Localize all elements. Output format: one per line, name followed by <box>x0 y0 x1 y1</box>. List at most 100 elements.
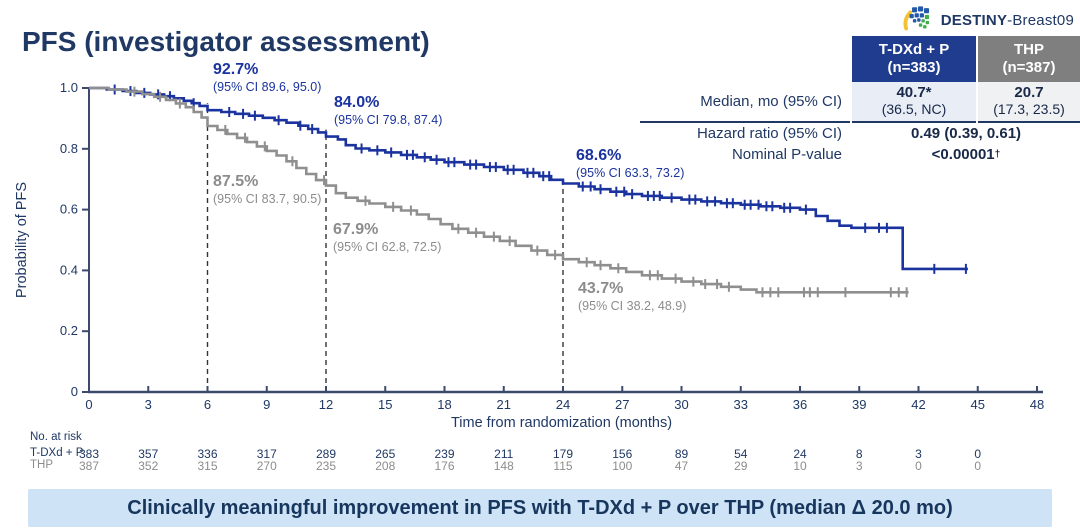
x-tick-label: 15 <box>378 397 392 412</box>
at-risk-value: 100 <box>612 459 633 473</box>
km-curve-thp <box>89 86 909 294</box>
x-tick-label: 18 <box>437 397 451 412</box>
at-risk-value: 211 <box>494 447 514 461</box>
annotation-tdxd-12mo: 84.0% (95% CI 79.8, 87.4) <box>334 93 442 129</box>
col-header-name: THP <box>1014 41 1044 58</box>
y-tick-label: 1.0 <box>60 80 78 95</box>
study-name-suffix: -Breast09 <box>1007 11 1074 29</box>
x-tick-label: 33 <box>734 397 748 412</box>
at-risk-row-tdxd: T-DXd + P 383 357 336 317 289 265 239 211 179 156… <box>0 447 1080 461</box>
at-risk-value: 89 <box>674 447 689 461</box>
y-axis-label: Probability of PFS <box>14 181 30 299</box>
destiny-logo-icon <box>903 6 929 31</box>
annotation-thp-12mo: 67.9% (95% CI 62.8, 72.5) <box>333 220 441 256</box>
x-tick-label: 6 <box>204 397 211 412</box>
at-risk-value: 10 <box>793 459 807 473</box>
x-tick-label: 45 <box>971 397 985 412</box>
median-value-tdxd: 40.7* (36.5, NC) <box>852 82 976 124</box>
x-tick-label: 9 <box>263 397 270 412</box>
at-risk-row-label: THP <box>30 459 53 471</box>
p-value: <0.00001 † <box>852 144 1080 165</box>
p-value-footnote-mark: † <box>994 149 1001 161</box>
at-risk-value: 29 <box>734 459 748 473</box>
at-risk-value: 115 <box>553 459 573 473</box>
x-tick-label: 21 <box>497 397 511 412</box>
hazard-ratio: 0.49 (0.39, 0.61) <box>910 125 1022 143</box>
study-logo: DESTINY-Breast09 <box>901 6 1074 34</box>
at-risk-value: 0 <box>974 447 982 461</box>
annotation-value: 84.0% <box>334 94 380 111</box>
at-risk-value: 3 <box>915 447 922 461</box>
y-tick-label: 0.4 <box>60 262 78 277</box>
at-risk-value: 352 <box>138 459 159 473</box>
median-ci-tdxd: (36.5, NC) <box>881 101 947 117</box>
page-title: PFS (investigator assessment) <box>22 26 430 57</box>
row-label-median: Median, mo (95% CI) <box>640 82 850 124</box>
annotation-value: 67.9% <box>333 221 379 238</box>
annotation-ci: (95% CI 38.2, 48.9) <box>578 299 687 313</box>
x-tick-label: 42 <box>911 397 925 412</box>
y-tick-label: 0.6 <box>60 202 78 217</box>
annotation-ci: (95% CI 63.3, 73.2) <box>576 166 685 180</box>
median-value-thp: 20.7 (17.3, 23.5) <box>978 82 1080 124</box>
at-risk-value: 0 <box>915 459 922 473</box>
col-header-n: (n=383) <box>887 59 941 76</box>
results-col-header-tdxd: T-DXd + P (n=383) <box>852 36 976 82</box>
annotation-tdxd-6mo: 92.7% (95% CI 89.6, 95.0) <box>213 60 321 96</box>
conclusion-banner: Clinically meaningful improvement in PFS… <box>28 489 1052 527</box>
at-risk-value: 179 <box>552 447 574 461</box>
annotation-ci: (95% CI 62.8, 72.5) <box>333 240 442 254</box>
at-risk-value: 357 <box>138 447 159 461</box>
at-risk-value: 148 <box>493 459 514 473</box>
results-header-spacer <box>640 36 850 82</box>
annotation-ci: (95% CI 83.7, 90.5) <box>213 192 322 206</box>
at-risk-value: 0 <box>974 459 982 473</box>
row-label-hazard-ratio: Hazard ratio (95% CI) <box>696 125 842 143</box>
annotation-value: 43.7% <box>578 280 624 297</box>
annotation-ci: (95% CI 89.6, 95.0) <box>213 80 322 94</box>
y-tick-label: 0 <box>71 384 78 399</box>
at-risk-value: 315 <box>197 459 218 473</box>
at-risk-title: No. at risk <box>30 431 82 443</box>
results-col-header-thp: THP (n=387) <box>978 36 1080 82</box>
at-risk-value: 387 <box>78 459 100 473</box>
at-risk-value: 336 <box>197 447 218 461</box>
y-tick-label: 0.2 <box>60 323 78 338</box>
study-name-bold: DESTINY <box>940 11 1008 29</box>
annotation-thp-6mo: 87.5% (95% CI 83.7, 90.5) <box>213 172 321 208</box>
x-tick-label: 0 <box>85 397 92 412</box>
x-tick-label: 24 <box>556 397 570 412</box>
x-tick-label: 3 <box>145 397 152 412</box>
at-risk-value: 54 <box>734 447 748 461</box>
p-value-text: <0.00001 <box>931 146 995 164</box>
annotation-ci: (95% CI 79.8, 87.4) <box>334 113 443 127</box>
at-risk-value: 24 <box>793 447 807 461</box>
annotation-tdxd-24mo: 68.6% (95% CI 63.3, 73.2) <box>576 146 684 182</box>
at-risk-value: 235 <box>315 459 337 473</box>
hazard-ratio-value: 0.49 (0.39, 0.61) <box>852 123 1080 144</box>
at-risk-row-label: T-DXd + P <box>30 447 84 459</box>
at-risk-value: 176 <box>434 459 455 473</box>
at-risk-value: 383 <box>78 447 100 461</box>
at-risk-value: 47 <box>674 459 689 473</box>
median-thp: 20.7 <box>1014 84 1044 101</box>
x-tick-label: 36 <box>793 397 807 412</box>
at-risk-value: 8 <box>855 447 863 461</box>
median-ci-thp: (17.3, 23.5) <box>993 101 1065 117</box>
at-risk-value: 208 <box>375 459 396 473</box>
at-risk-value: 3 <box>855 459 863 473</box>
row-label-p-value: Nominal P-value <box>731 146 842 164</box>
annotation-value: 68.6% <box>576 147 622 164</box>
annotation-value: 92.7% <box>213 61 259 78</box>
at-risk-value: 317 <box>256 447 277 461</box>
at-risk-value: 156 <box>612 447 633 461</box>
at-risk-row-thp: THP 387 352 315 270 235 208 176 148 115 100 47 29 10… <box>0 459 1080 473</box>
median-tdxd: 40.7* <box>896 84 932 101</box>
x-tick-label: 39 <box>852 397 866 412</box>
x-tick-label: 48 <box>1030 397 1044 412</box>
annotation-value: 87.5% <box>213 173 259 190</box>
x-tick-label: 27 <box>615 397 629 412</box>
y-tick-label: 0.8 <box>60 141 78 156</box>
at-risk-value: 289 <box>315 447 337 461</box>
